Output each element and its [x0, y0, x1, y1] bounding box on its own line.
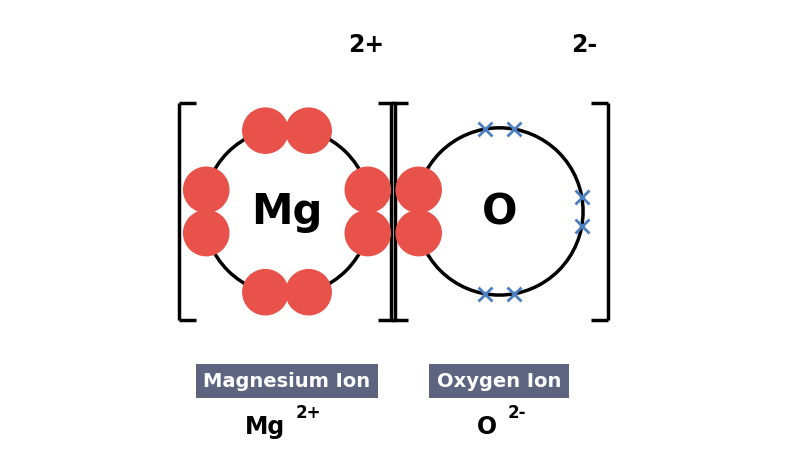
Circle shape [286, 270, 331, 315]
Circle shape [286, 109, 331, 154]
Text: Mg: Mg [251, 191, 322, 233]
Text: O: O [477, 414, 497, 438]
Circle shape [345, 168, 390, 213]
Circle shape [396, 211, 442, 256]
Text: 2+: 2+ [348, 32, 384, 56]
Circle shape [242, 109, 288, 154]
Text: O: O [482, 191, 517, 233]
Circle shape [184, 168, 229, 213]
Text: Magnesium Ion: Magnesium Ion [203, 372, 370, 391]
Circle shape [396, 168, 442, 213]
Text: Oxygen Ion: Oxygen Ion [438, 372, 562, 391]
Text: 2-: 2- [507, 403, 526, 421]
Circle shape [242, 270, 288, 315]
Circle shape [345, 211, 390, 256]
Circle shape [184, 211, 229, 256]
Text: 2+: 2+ [295, 403, 321, 421]
Text: Mg: Mg [245, 414, 285, 438]
Text: 2-: 2- [571, 32, 597, 56]
